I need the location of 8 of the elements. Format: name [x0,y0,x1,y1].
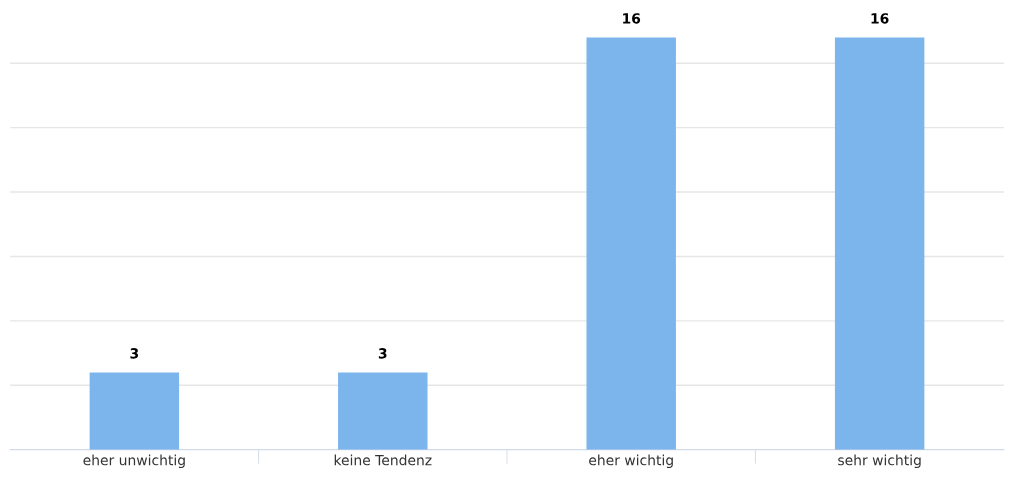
x-tick-label: sehr wichtig [838,454,921,469]
x-tick-label: keine Tendenz [334,454,432,466]
x-tick-label: eher wichtig [589,454,673,469]
data-label: 3 [130,348,139,359]
data-label: 16 [623,13,641,24]
data-label: 16 [871,13,889,24]
x-tick-label: eher unwichtig [83,454,185,469]
data-label: 3 [378,348,387,359]
